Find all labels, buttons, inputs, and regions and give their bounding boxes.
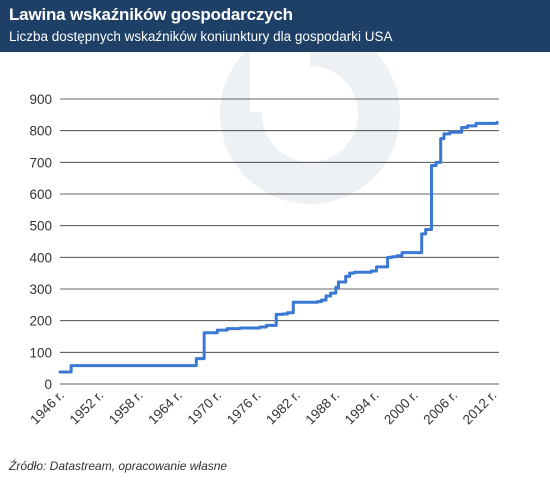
- x-axis-tick-labels: 1946 r. 1952 r. 1958 r. 1964 r. 1970 r. 1976 …: [27, 388, 499, 428]
- y-tick-label: 100: [29, 345, 52, 360]
- x-tick-label: 1970 r.: [185, 388, 225, 428]
- y-tick-label: 900: [29, 92, 52, 107]
- line-chart: 0 100 200 300 400 500 600 700 800 900 1946 r. 1952…: [27, 52, 500, 428]
- y-tick-label: 800: [29, 124, 52, 139]
- x-tick-label: 1976 r.: [224, 388, 264, 428]
- x-tick-label: 2000 r.: [381, 388, 421, 428]
- chart-title: Lawina wskaźników gospodarczych: [9, 5, 293, 24]
- chart-subtitle: Liczba dostępnych wskaźników koniunktury…: [9, 29, 393, 44]
- header-banner: Lawina wskaźników gospodarczych Liczba d…: [0, 0, 550, 52]
- y-tick-label: 700: [29, 155, 52, 170]
- y-tick-label: 0: [44, 377, 52, 392]
- x-tick-label: 2012 r.: [460, 388, 500, 428]
- x-tick-label: 1988 r.: [303, 388, 343, 428]
- y-tick-label: 600: [29, 187, 52, 202]
- y-axis-tick-labels: 0 100 200 300 400 500 600 700 800 900: [29, 92, 52, 392]
- y-tick-label: 200: [29, 314, 52, 329]
- x-tick-label: 2006 r.: [420, 388, 460, 428]
- x-tick-label: 1994 r.: [342, 388, 382, 428]
- series-line-0: [58, 120, 499, 374]
- y-tick-label: 400: [29, 250, 52, 265]
- series-layer: [58, 120, 499, 374]
- y-tick-label: 500: [29, 219, 52, 234]
- x-tick-label: 1958 r.: [106, 388, 146, 428]
- watermark-logo: [220, 52, 400, 204]
- gridlines: [60, 98, 499, 385]
- x-tick-label: 1946 r.: [27, 388, 67, 428]
- x-tick-label: 1952 r.: [67, 388, 107, 428]
- source-note: Źródło: Datastream, opracowanie własne: [9, 459, 228, 473]
- x-tick-label: 1964 r.: [145, 388, 185, 428]
- y-tick-label: 300: [29, 282, 52, 297]
- x-tick-label: 1982 r.: [263, 388, 303, 428]
